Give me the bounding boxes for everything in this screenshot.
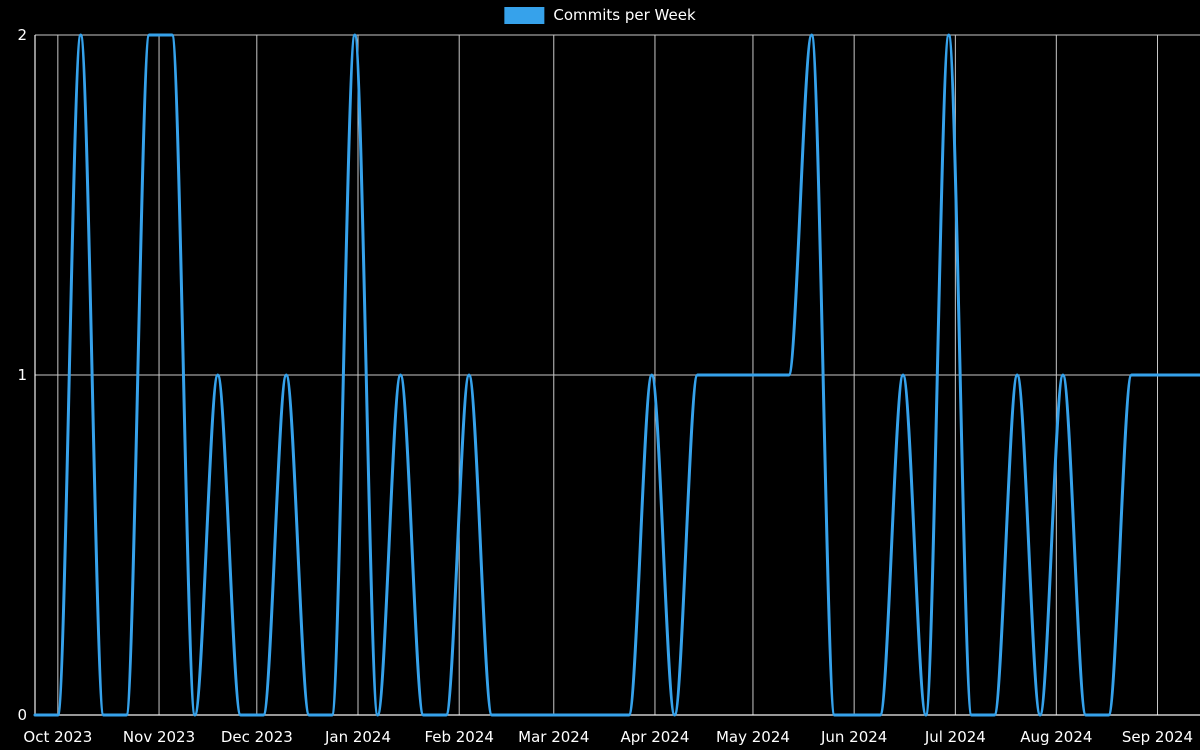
- y-tick-label: 0: [17, 706, 27, 724]
- x-tick-label: Apr 2024: [621, 728, 690, 746]
- y-tick-label: 1: [17, 366, 27, 384]
- x-tick-label: Nov 2023: [123, 728, 195, 746]
- x-tick-label: Jun 2024: [820, 728, 887, 746]
- legend-swatch: [504, 7, 545, 24]
- x-tick-label: Aug 2024: [1020, 728, 1092, 746]
- y-tick-label: 2: [17, 26, 27, 44]
- x-tick-label: Oct 2023: [23, 728, 92, 746]
- x-tick-label: Jul 2024: [924, 728, 986, 746]
- legend-item-commits-per-week[interactable]: Commits per Week: [504, 6, 696, 24]
- legend-label: Commits per Week: [553, 6, 696, 24]
- x-tick-label: Mar 2024: [518, 728, 589, 746]
- x-tick-label: Dec 2023: [221, 728, 293, 746]
- x-tick-label: Sep 2024: [1122, 728, 1193, 746]
- commits-per-week-line: [33, 33, 1200, 717]
- x-tick-label: May 2024: [716, 728, 790, 746]
- x-tick-label: Jan 2024: [324, 728, 391, 746]
- x-tick-label: Feb 2024: [424, 728, 494, 746]
